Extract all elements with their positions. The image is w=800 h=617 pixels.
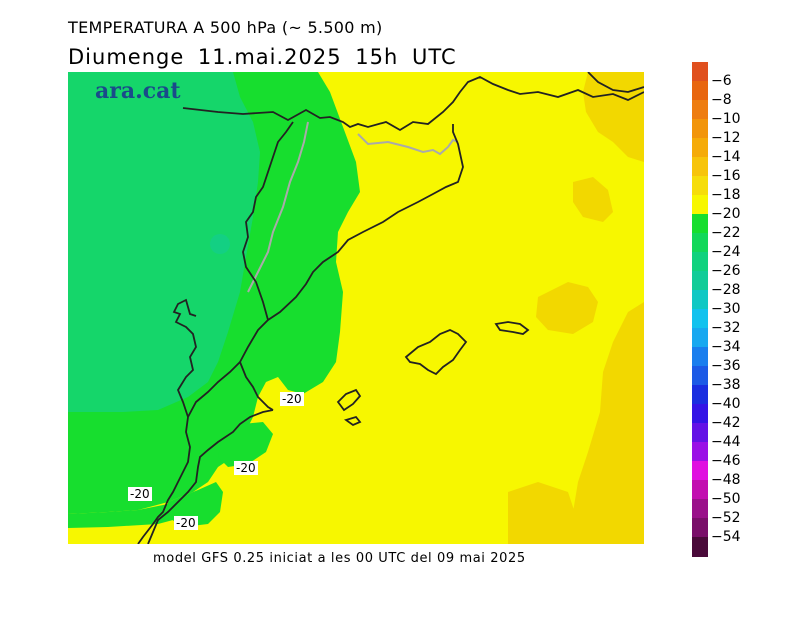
legend-label: −46 [711,453,741,469]
island-mallorca [404,329,468,376]
legend-label: −40 [711,396,741,412]
legend-label: −52 [711,510,741,526]
legend-swatch [692,119,708,139]
chart-title: TEMPERATURA A 500 hPa (~ 5.500 m) [68,18,383,37]
legend-swatch [692,176,708,196]
legend-label: −30 [711,301,741,317]
legend-label: −48 [711,472,741,488]
legend-swatch [692,518,708,538]
warm-zone-orange-blob [536,282,598,334]
legend-swatch [692,100,708,120]
coastline-main [147,76,645,545]
cold-zone-green-southwest [168,482,223,527]
legend-swatch [692,480,708,500]
coastline-west [137,121,294,545]
legend-label: −16 [711,168,741,184]
legend-swatch [692,138,708,158]
legend-swatch [692,385,708,405]
legend-swatch [692,404,708,424]
warm-zone-orange-northeast [583,72,644,162]
legend-label: −20 [711,206,741,222]
legend-swatch [692,290,708,310]
legend-swatch [692,214,708,234]
temperature-map: ara.cat -20 -20 -20 -20 [68,71,645,545]
chart-subtitle: Diumenge 11.mai.2025 15h UTC [68,45,457,69]
contour-label: -20 [174,516,198,530]
legend-swatch [692,366,708,386]
legend-label: −32 [711,320,741,336]
contour-label: -20 [128,487,152,501]
legend-label: −26 [711,263,741,279]
legend-swatch [692,347,708,367]
model-caption: model GFS 0.25 iniciat a les 00 UTC del … [153,551,526,566]
legend-swatch [692,157,708,177]
legend-label: −22 [711,225,741,241]
contour-label: -20 [234,461,258,475]
map-canvas [68,71,645,545]
legend-swatch [692,309,708,329]
legend-swatch [692,62,708,82]
legend-swatch [692,252,708,272]
legend-swatch [692,499,708,519]
island-formentera [343,415,362,427]
legend-label: −6 [711,73,732,89]
warm-zone-orange-blob2 [573,177,613,222]
legend-label: −10 [711,111,741,127]
legend-label: −34 [711,339,741,355]
warm-zone-orange-east [566,302,644,544]
cold-zone-green-bottom [68,504,173,528]
legend-label: −50 [711,491,741,507]
contour-label: -20 [280,392,304,406]
legend-label: −8 [711,92,732,108]
legend-label: −36 [711,358,741,374]
legend-label: −54 [711,529,741,545]
legend-label: −18 [711,187,741,203]
legend-label: −28 [711,282,741,298]
border-line [247,121,459,293]
legend-swatch [692,271,708,291]
legend-swatch [692,423,708,443]
island-menorca [494,321,530,335]
legend-label: −12 [711,130,741,146]
legend-swatch [692,328,708,348]
coastline-east-france [587,71,645,93]
legend-swatch [692,81,708,101]
cold-spot-small [210,234,230,254]
legend-label: −24 [711,244,741,260]
legend-swatch [692,461,708,481]
legend-label: −38 [711,377,741,393]
cold-core-dark-green [68,72,260,412]
ara-cat-logo: ara.cat [95,78,181,104]
color-legend: −6 −8 −10 −12 −14 −16 −18 −20 −22 −24 −26 −28 −30 −32… [692,62,792,557]
legend-swatch [692,442,708,462]
legend-label: −14 [711,149,741,165]
warm-zone-orange-south [508,482,578,544]
legend-label: −44 [711,434,741,450]
legend-label: −42 [711,415,741,431]
island-ibiza [336,388,362,412]
legend-swatch [692,233,708,253]
legend-swatch [692,537,708,557]
legend-swatch [692,195,708,215]
